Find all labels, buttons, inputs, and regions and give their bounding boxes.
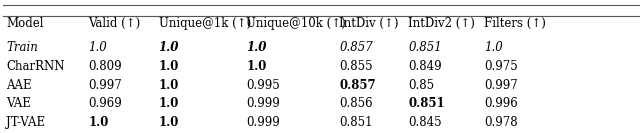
Text: 0.996: 0.996: [484, 97, 518, 110]
Text: 1.0: 1.0: [88, 116, 109, 129]
Text: 0.845: 0.845: [408, 116, 442, 129]
Text: 0.997: 0.997: [484, 79, 518, 92]
Text: 0.995: 0.995: [246, 79, 280, 92]
Text: 1.0: 1.0: [159, 97, 179, 110]
Text: 0.849: 0.849: [408, 60, 442, 73]
Text: 1.0: 1.0: [484, 41, 502, 54]
Text: 1.0: 1.0: [246, 41, 267, 54]
Text: VAE: VAE: [6, 97, 31, 110]
Text: 0.851: 0.851: [408, 41, 442, 54]
Text: 0.809: 0.809: [88, 60, 122, 73]
Text: Filters (↑): Filters (↑): [484, 17, 546, 30]
Text: Valid (↑): Valid (↑): [88, 17, 141, 30]
Text: 0.85: 0.85: [408, 79, 435, 92]
Text: IntDiv2 (↑): IntDiv2 (↑): [408, 17, 475, 30]
Text: 1.0: 1.0: [159, 60, 179, 73]
Text: 0.978: 0.978: [484, 116, 518, 129]
Text: 0.999: 0.999: [246, 97, 280, 110]
Text: 0.969: 0.969: [88, 97, 122, 110]
Text: JT-VAE: JT-VAE: [6, 116, 45, 129]
Text: AAE: AAE: [6, 79, 32, 92]
Text: IntDiv (↑): IntDiv (↑): [339, 17, 399, 30]
Text: Train: Train: [6, 41, 38, 54]
Text: 1.0: 1.0: [246, 60, 267, 73]
Text: 0.855: 0.855: [339, 60, 373, 73]
Text: 1.0: 1.0: [159, 116, 179, 129]
Text: 0.857: 0.857: [339, 79, 376, 92]
Text: Model: Model: [6, 17, 44, 30]
Text: Unique@1k (↑): Unique@1k (↑): [159, 17, 251, 30]
Text: 0.851: 0.851: [408, 97, 445, 110]
Text: 1.0: 1.0: [159, 79, 179, 92]
Text: 0.997: 0.997: [88, 79, 122, 92]
Text: Unique@10k (↑): Unique@10k (↑): [246, 17, 346, 30]
Text: CharRNN: CharRNN: [6, 60, 65, 73]
Text: 1.0: 1.0: [88, 41, 107, 54]
Text: 1.0: 1.0: [159, 41, 179, 54]
Text: 0.857: 0.857: [339, 41, 373, 54]
Text: 0.851: 0.851: [339, 116, 372, 129]
Text: 0.999: 0.999: [246, 116, 280, 129]
Text: 0.975: 0.975: [484, 60, 518, 73]
Text: 0.856: 0.856: [339, 97, 373, 110]
